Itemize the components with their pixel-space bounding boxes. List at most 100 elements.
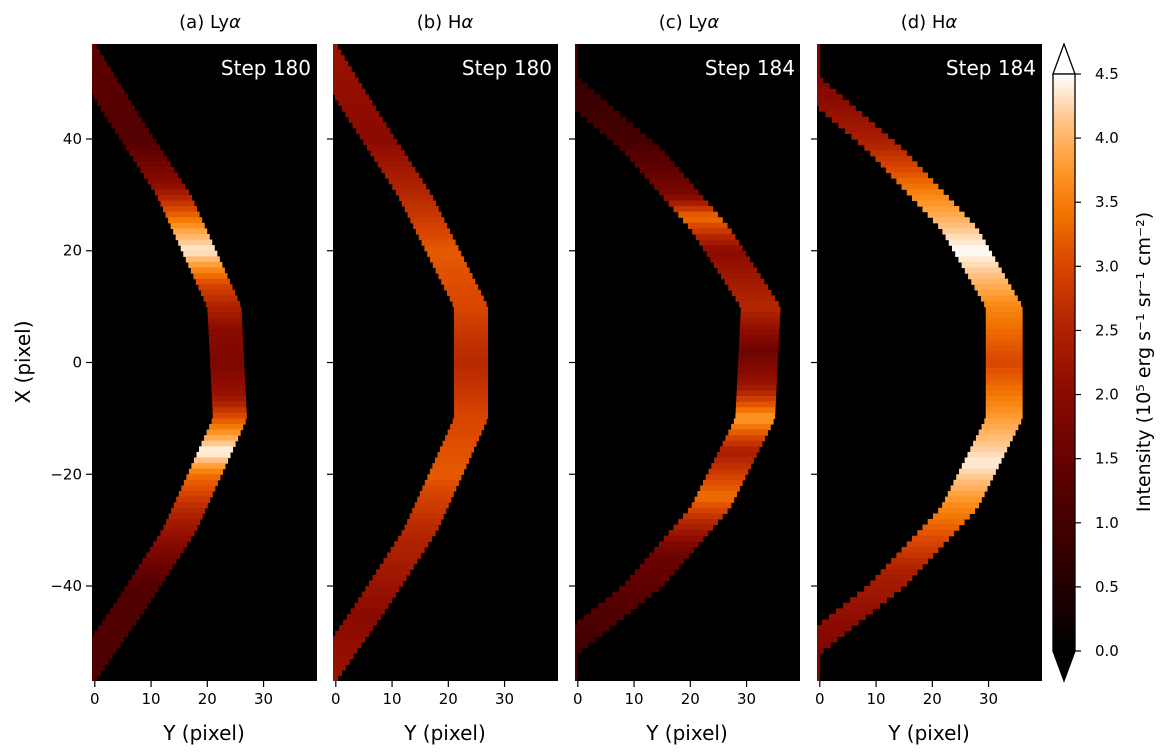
arc-cell (817, 630, 845, 637)
arc-cell (831, 116, 869, 123)
arc-cell (209, 356, 245, 364)
arc-cell (817, 636, 838, 643)
arc-cell (432, 261, 467, 269)
xlabel-a: Y (pixel) (162, 721, 245, 745)
arc-cell (92, 664, 105, 671)
arc-cell (817, 675, 821, 681)
arc-cell (985, 312, 1023, 319)
arc-cell (817, 664, 821, 671)
arc-cell (598, 602, 638, 609)
arc-cell (427, 250, 462, 257)
arc-cell (959, 468, 996, 475)
arc-cell (333, 664, 346, 671)
arc-cell (339, 625, 374, 632)
arc-cell (125, 144, 161, 151)
arc-cell (180, 245, 215, 252)
arc-cell (932, 513, 970, 520)
arc-cell (687, 222, 728, 229)
arc-cell (208, 317, 243, 324)
arc-cell (390, 546, 425, 554)
x-tick-label: 20 (439, 690, 458, 708)
arc-cell (207, 306, 242, 313)
arc-cell (673, 206, 714, 213)
arc-cell (354, 602, 389, 609)
arc-cell (710, 256, 750, 263)
arc-cell (154, 189, 189, 196)
arc-cell (917, 200, 955, 207)
arc-cell (109, 608, 144, 615)
arc-cell (171, 507, 206, 514)
arc-cell (383, 558, 418, 565)
arc-cell (981, 423, 1019, 431)
colorbar-ticks: 0.0 0.5 1.0 1.5 2.0 2.5 3.0 3.5 4.0 4.5 (1075, 65, 1119, 660)
arc-cell (453, 328, 488, 336)
arc-cell (575, 44, 579, 51)
arc-cell (817, 647, 824, 654)
arc-cell (446, 289, 481, 297)
arc-cell (817, 60, 821, 67)
arc-cell (208, 334, 243, 341)
arc-cell (634, 161, 675, 168)
arc-cell (630, 574, 670, 582)
arc-cell (683, 217, 723, 224)
arc-cell (94, 630, 129, 637)
arc-cell (212, 407, 247, 414)
arc-cell (970, 446, 1008, 453)
arc-cell (333, 77, 359, 84)
arc-cell (181, 485, 216, 492)
arc-cell (961, 463, 999, 470)
arc-cells (817, 44, 1023, 681)
arc-cell (658, 541, 699, 548)
xlabel-c: Y (pixel) (645, 721, 728, 745)
arc-cell (166, 518, 201, 526)
arc-cell (575, 641, 589, 649)
arc-cell (395, 189, 430, 196)
arc-cell (409, 513, 444, 520)
arc-cell (453, 306, 488, 313)
x-tick-label: 10 (867, 690, 886, 708)
arc-cell (191, 463, 226, 470)
arc-cell (975, 435, 1013, 442)
arc-cell (817, 83, 830, 90)
arc-cell (739, 334, 780, 341)
arc-cell (668, 200, 709, 207)
arc-cell (575, 94, 601, 101)
y-tick-label: −40 (50, 577, 82, 595)
arc-cell (705, 474, 746, 481)
arc-cell (209, 423, 244, 431)
colorbar-tick-label: 0.5 (1095, 578, 1119, 596)
arc-cell (209, 340, 244, 347)
arc-cell (817, 44, 821, 51)
arc-cell (958, 256, 996, 263)
arc-cell (725, 435, 766, 442)
panel-b: 0 10 20 30 (327, 44, 558, 708)
arc-cell (654, 183, 694, 190)
arc-cell (906, 189, 944, 196)
arc-cell (160, 530, 195, 537)
arc-cell (634, 569, 675, 576)
y-tick-label: −20 (50, 465, 82, 483)
arc-cell (985, 306, 1023, 313)
arc-cell (938, 222, 976, 229)
arc-cell (210, 362, 245, 369)
arc-cell (146, 552, 181, 559)
arc-cell (695, 233, 736, 241)
arc-cell (356, 127, 391, 135)
arc-cell (984, 301, 1022, 308)
arc-cell (368, 580, 404, 587)
arc-cell (419, 491, 454, 498)
arc-cell (399, 194, 434, 202)
arc-cell (407, 518, 442, 526)
arc-cell (170, 222, 205, 229)
arc-cell (381, 166, 416, 174)
arc-cell (385, 172, 420, 179)
arc-cell (857, 138, 895, 146)
arc-cell (453, 340, 488, 347)
arc-cell (432, 463, 467, 470)
arc-cell (906, 541, 944, 548)
arc-cell (338, 99, 373, 107)
arc-cell (178, 239, 213, 246)
arc-cell (387, 552, 422, 559)
arc-cell (575, 99, 608, 107)
arc-cell (201, 440, 236, 447)
